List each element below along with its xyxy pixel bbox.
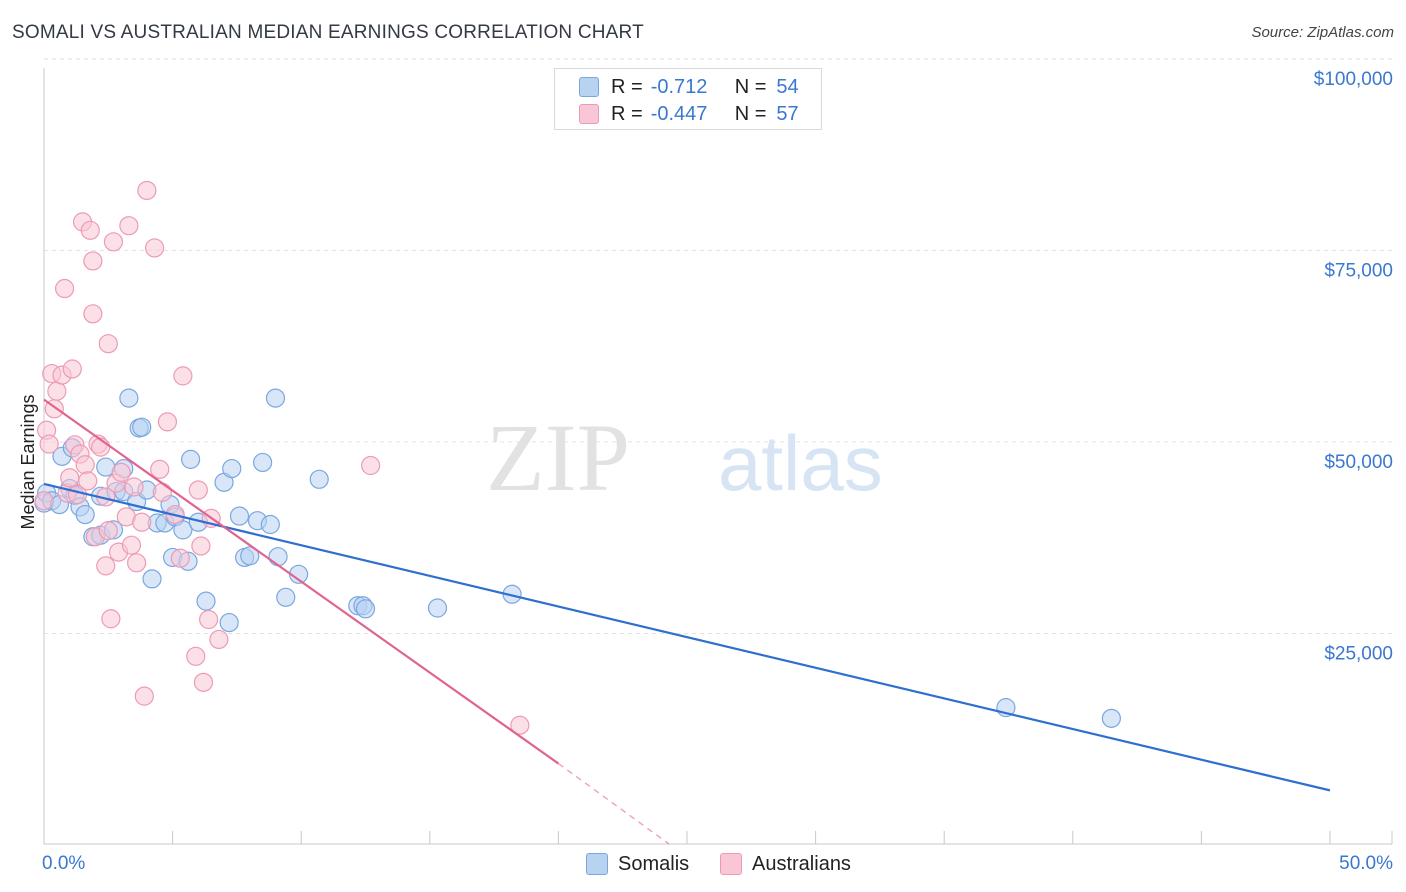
australians-point [80, 220, 100, 240]
somalis-legend-label: Somalis [618, 852, 690, 875]
australians-point [60, 468, 80, 488]
somalis-point [196, 591, 216, 611]
somalis-point [222, 458, 242, 479]
somalis-point [253, 452, 273, 473]
australians-point [170, 548, 190, 568]
australians-trend-extension [557, 762, 670, 845]
australians-point [137, 180, 157, 201]
australians-point [186, 646, 206, 666]
australians-point [361, 455, 381, 476]
australians-point [83, 304, 103, 324]
australians-swatch [579, 104, 599, 124]
australians-point [98, 521, 118, 541]
somalis-point [132, 417, 152, 437]
australians-point [111, 462, 131, 483]
x-tick-label: 50.0% [1339, 853, 1393, 874]
australians-point [188, 480, 208, 500]
axis-layer [43, 68, 1393, 845]
n-value-australians: 57 [776, 102, 799, 125]
label-layer: $25,000 $50,000 $75,000 $100,000 0.0% 50.0% Me… [18, 69, 1393, 874]
australians-point [124, 477, 144, 497]
y-tick-label: $50,000 [1324, 452, 1393, 473]
australians-point [121, 535, 142, 555]
australians-legend-label: Australians [752, 852, 851, 875]
somalis-swatch [579, 77, 599, 97]
legend-row-australians: R = -0.447 N = 57 [579, 101, 799, 127]
somalis-point [240, 546, 260, 566]
r-value-somalis: -0.712 [650, 75, 708, 98]
australians-point [54, 278, 75, 299]
legend-row-somalis: R = -0.712 N = 54 [579, 74, 799, 100]
r-label: R = [611, 102, 643, 125]
chart-title: SOMALI VS AUSTRALIAN MEDIAN EARNINGS COR… [12, 22, 644, 43]
y-axis-title: Median Earnings [18, 394, 38, 529]
australians-point [96, 556, 116, 576]
n-label: N = [734, 102, 767, 125]
points-layer [34, 180, 1121, 735]
somalis-point [355, 599, 376, 619]
somalis-point [173, 520, 193, 540]
australians-point [134, 686, 154, 706]
n-value-somalis: 54 [776, 75, 799, 98]
somalis-point [119, 388, 139, 408]
watermark-atlas: atlas [718, 419, 883, 507]
australians-point [103, 232, 124, 252]
australians-point [101, 609, 121, 629]
y-tick-label: $100,000 [1314, 69, 1393, 90]
australians-trend-line [43, 398, 560, 765]
australians-point [47, 381, 67, 401]
stats-legend: R = -0.712 N = 54 R = -0.447 N = 57 [554, 68, 822, 130]
somalis-point [181, 449, 201, 469]
somalis-point [260, 514, 280, 535]
watermark-zip: ZIP [486, 404, 630, 511]
grid-layer [44, 58, 1392, 634]
australians-point [209, 629, 229, 650]
australians-point [75, 455, 95, 475]
australians-point [119, 216, 139, 236]
somalis-point [268, 547, 288, 567]
somalis-point [276, 587, 296, 607]
somalis-point [309, 469, 329, 489]
series-legend-somalis[interactable]: Somalis [586, 850, 689, 878]
australians-point [126, 553, 147, 573]
somalis-point [219, 612, 239, 633]
australians-point [98, 334, 118, 354]
somalis-point [265, 388, 286, 408]
x-tick-label: 0.0% [42, 853, 85, 874]
trend-layer [43, 398, 1331, 845]
y-tick-label: $25,000 [1324, 643, 1393, 664]
australians-point [78, 471, 98, 491]
australians-point [191, 536, 211, 556]
source-credit: Source: ZipAtlas.com [1251, 24, 1394, 41]
australians-point [510, 715, 530, 735]
australians-point [62, 359, 82, 379]
y-tick-label: $75,000 [1324, 260, 1393, 281]
australians-point [157, 412, 178, 432]
australians-point [132, 512, 152, 532]
australians-legend-swatch [720, 853, 742, 875]
somalis-point [229, 506, 250, 526]
watermark: ZIP atlas [486, 404, 883, 511]
australians-point [83, 251, 103, 271]
australians-point [150, 459, 170, 479]
australians-point [193, 672, 214, 692]
australians-point [152, 482, 172, 502]
somalis-point [142, 569, 162, 589]
somalis-legend-swatch [586, 853, 608, 875]
n-label: N = [734, 75, 767, 98]
australians-point [34, 491, 54, 511]
australians-point [39, 434, 59, 454]
somalis-point [427, 598, 448, 618]
series-legend-australians[interactable]: Australians [720, 850, 851, 878]
r-label: R = [611, 75, 643, 98]
australians-point [144, 238, 165, 258]
somalis-point [75, 504, 95, 525]
australians-point [173, 366, 193, 386]
somalis-point [1101, 708, 1121, 728]
australians-point [199, 609, 219, 630]
r-value-australians: -0.447 [650, 102, 708, 125]
somalis-trend-line [43, 482, 1331, 792]
